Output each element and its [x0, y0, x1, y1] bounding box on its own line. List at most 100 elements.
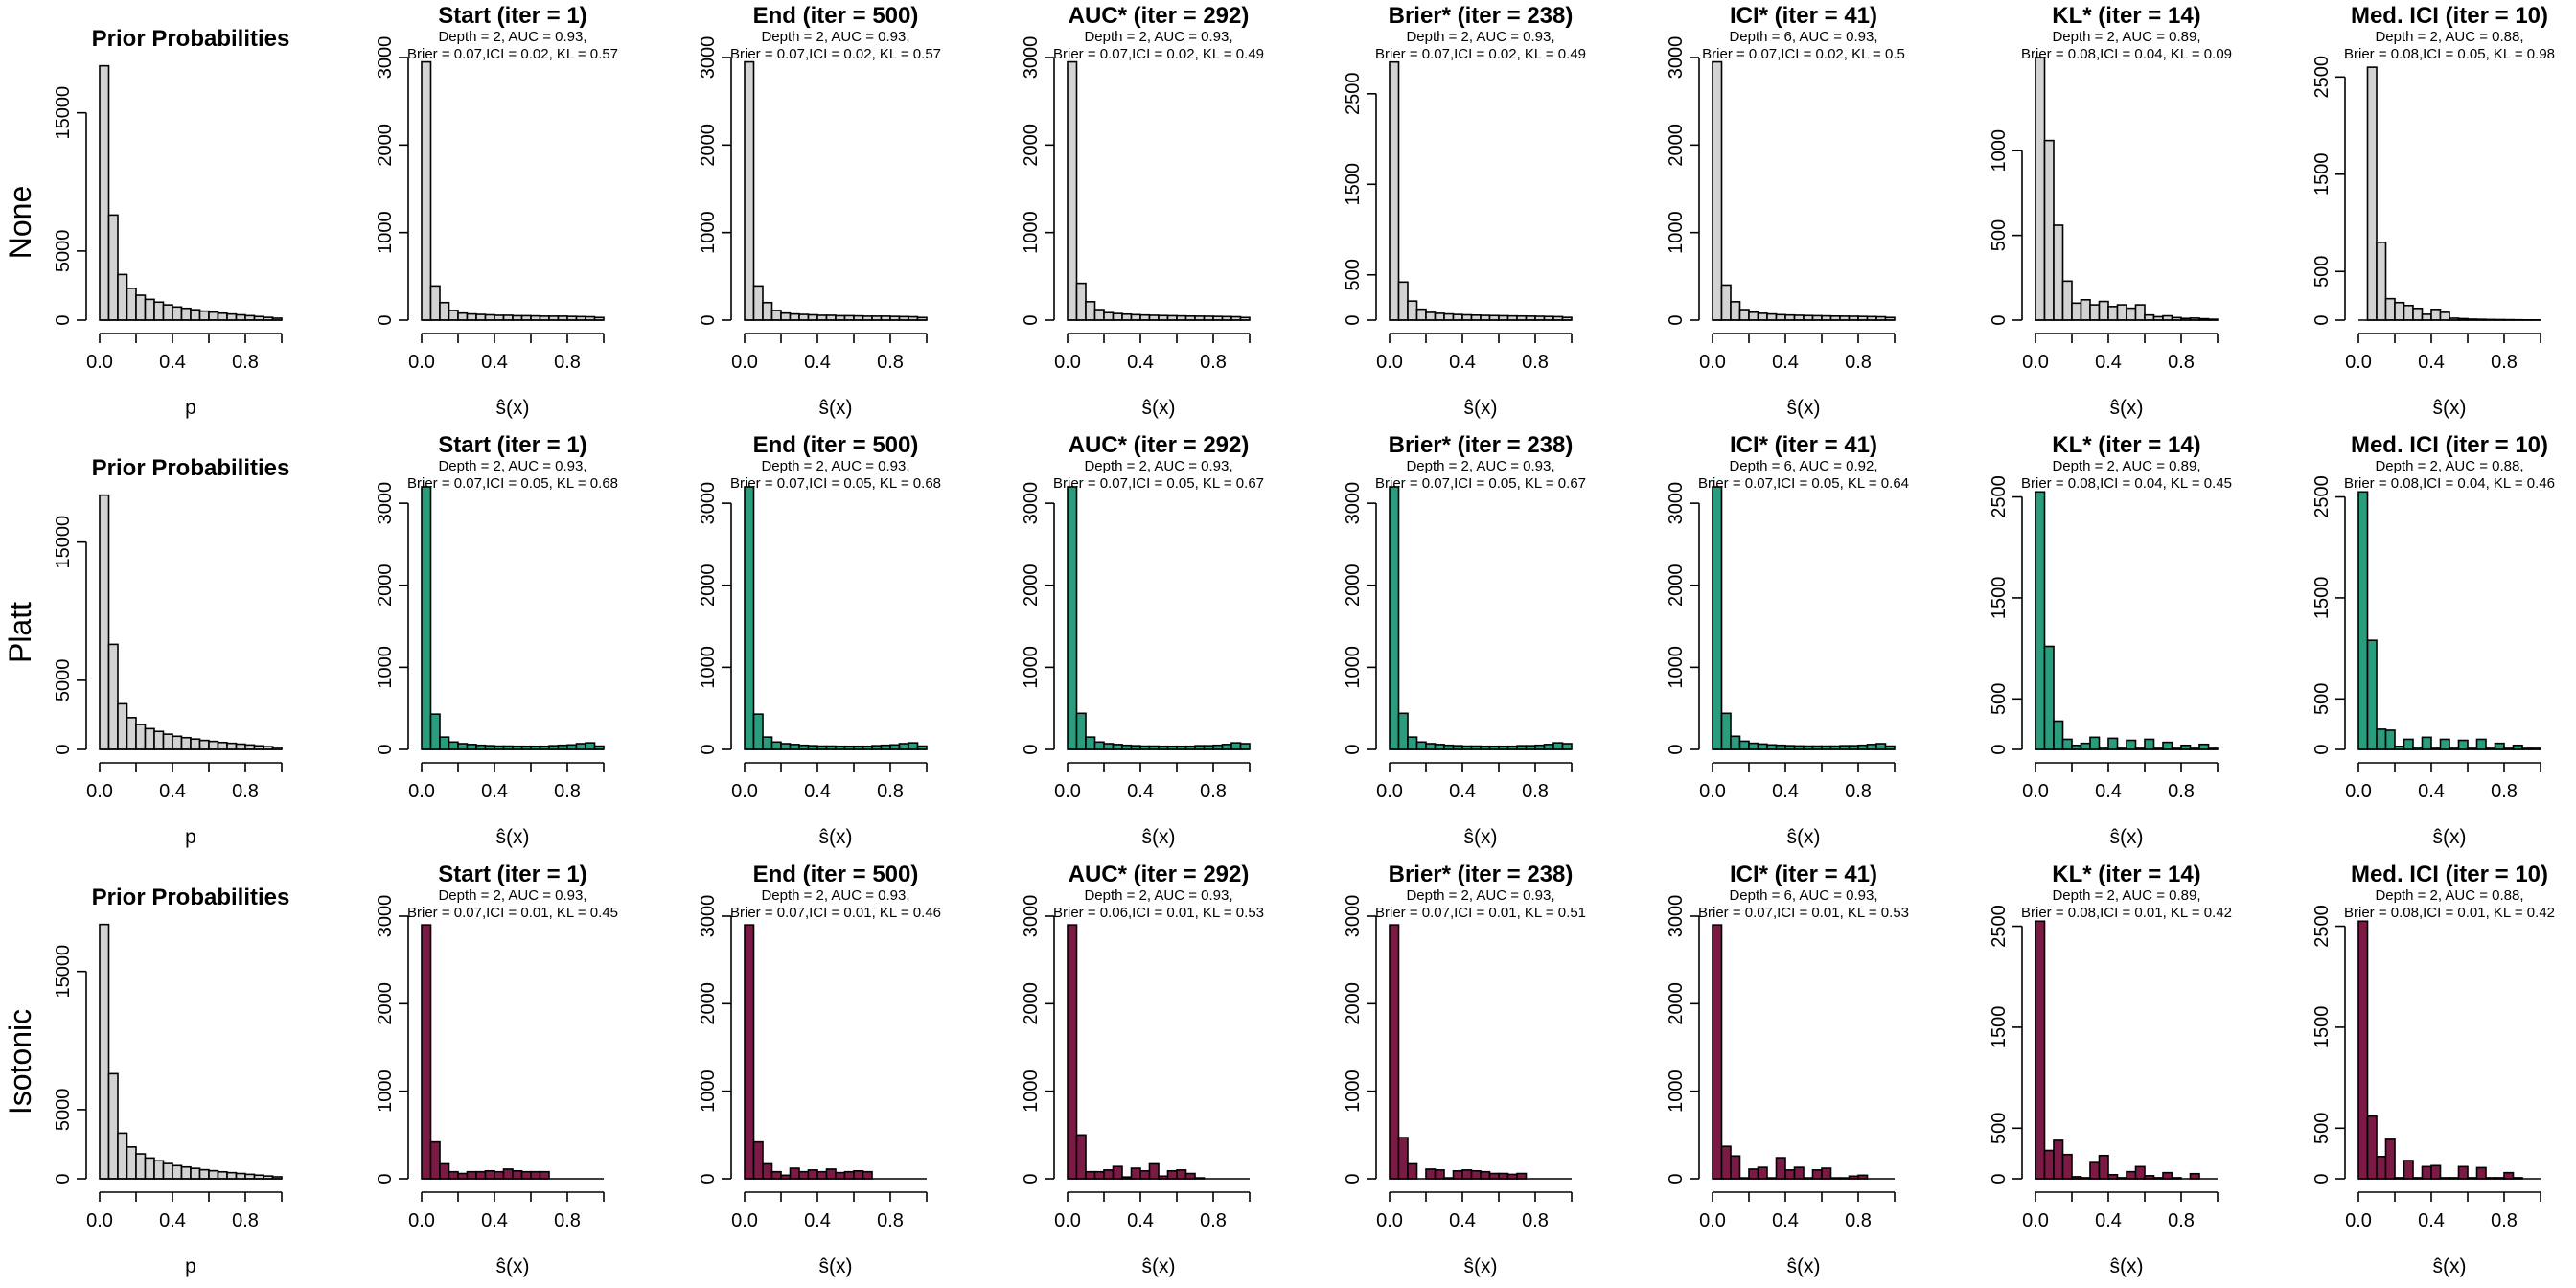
histogram-bar	[2061, 1153, 2073, 1180]
histogram-bar	[1730, 735, 1741, 750]
x-tick-label: 0.8	[1845, 352, 1872, 373]
x-axis-label: ŝ(x)	[1464, 1255, 1498, 1277]
x-tick-label: 0.4	[2418, 781, 2445, 802]
histogram-bar	[752, 285, 764, 321]
panel-subtitle: Brier = 0.07,ICI = 0.02, KL = 0.57	[730, 46, 941, 62]
panel-subtitle: Brier = 0.07,ICI = 0.05, KL = 0.64	[1698, 475, 1909, 492]
y-tick-label: 1500	[1989, 577, 2010, 620]
x-tick-label: 0.0	[1699, 1210, 1726, 1231]
x-tick-label: 0.4	[804, 1210, 831, 1231]
x-tick-label: 0.8	[2168, 1210, 2195, 1231]
histogram-bar	[457, 743, 469, 750]
histogram-bar	[99, 923, 110, 1180]
histogram-bar	[2358, 920, 2369, 1180]
histogram-bar	[2439, 738, 2450, 750]
panel-subtitle: Depth = 2, AUC = 0.93,	[761, 29, 909, 45]
histogram-bar	[226, 742, 238, 750]
y-tick-label: 2000	[375, 982, 396, 1025]
x-tick-label: 0.4	[1449, 352, 1476, 373]
y-tick-label: 0	[1989, 1173, 2010, 1184]
panel-subtitle: Brier = 0.08,ICI = 0.05, KL = 0.98	[2344, 46, 2555, 62]
histogram-bar	[1775, 313, 1786, 321]
histogram-bar	[117, 273, 128, 321]
x-tick-label: 0.0	[731, 1210, 758, 1231]
x-axis-label: p	[185, 1255, 196, 1277]
x-tick-label: 0.4	[2418, 352, 2445, 373]
panel-subtitle: Brier = 0.07,ICI = 0.02, KL = 0.49	[1375, 46, 1586, 62]
x-axis-label: ŝ(x)	[1464, 826, 1498, 848]
y-tick-label: 2500	[2312, 905, 2333, 948]
panel-subtitle: Brier = 0.08,ICI = 0.01, KL = 0.42	[2021, 905, 2232, 921]
x-tick-label: 0.0	[1054, 1210, 1081, 1231]
histogram-bar	[520, 1170, 532, 1180]
histogram-bar	[530, 1170, 541, 1180]
y-tick-label: 1000	[1021, 211, 1042, 254]
histogram-panel: KL* (iter = 14)Depth = 2, AUC = 0.89,Bri…	[1989, 432, 2232, 848]
y-tick-label: 500	[2312, 1113, 2333, 1144]
histogram-bar	[798, 313, 810, 321]
histogram-bar	[172, 1164, 183, 1180]
y-tick-label: 3000	[1343, 895, 1364, 938]
histogram-bar	[1425, 743, 1437, 750]
panel-title: AUC* (iter = 292)	[1069, 3, 1250, 29]
histogram-bar	[1085, 301, 1096, 321]
panel-title: KL* (iter = 14)	[2052, 432, 2200, 458]
y-tick-label: 2500	[1989, 475, 2010, 518]
y-tick-label: 0	[1343, 744, 1364, 754]
y-tick-label: 0	[1021, 744, 1042, 754]
x-tick-label: 0.0	[731, 781, 758, 802]
panel-subtitle: Depth = 2, AUC = 0.89,	[2052, 29, 2200, 45]
y-tick-label: 1000	[1343, 646, 1364, 689]
histogram-bar	[789, 1167, 800, 1180]
x-tick-label: 0.0	[86, 1210, 113, 1231]
histogram-bar	[1067, 486, 1078, 750]
histogram-bar	[475, 313, 487, 321]
histogram-bar	[1516, 1172, 1528, 1180]
histogram-bar	[2035, 491, 2046, 750]
histogram-bar	[2457, 739, 2469, 750]
panel-title: Brier* (iter = 238)	[1389, 3, 1574, 29]
histogram-bar	[1093, 1170, 1105, 1180]
histogram-bar	[2126, 1170, 2137, 1180]
histogram-bar	[180, 736, 192, 750]
histogram-bar	[835, 1171, 846, 1180]
histogram-panel: Prior Probabilities 0 5000 15000 0.0 0.4 0.8 p	[53, 26, 289, 419]
histogram-bar	[575, 743, 586, 750]
x-tick-label: 0.8	[877, 781, 904, 802]
x-tick-label: 0.4	[481, 352, 508, 373]
x-tick-label: 0.4	[1127, 781, 1154, 802]
y-tick-label: 3000	[375, 482, 396, 525]
histogram-panel: Med. ICI (iter = 10)Depth = 2, AUC = 0.8…	[2312, 432, 2555, 848]
x-tick-label: 0.8	[877, 1210, 904, 1231]
panel-subtitle: Brier = 0.08,ICI = 0.01, KL = 0.42	[2344, 905, 2555, 921]
histogram-bar	[172, 306, 183, 321]
histogram-bar	[2043, 139, 2055, 321]
y-tick-label: 0	[2312, 314, 2333, 325]
panel-subtitle: Depth = 2, AUC = 0.93,	[1406, 458, 1554, 474]
panel-title: ICI* (iter = 41)	[1730, 432, 1877, 458]
y-tick-label: 0	[1021, 314, 1042, 325]
y-tick-label: 0	[1666, 744, 1687, 754]
histogram-bar	[235, 1172, 246, 1180]
x-axis-label: ŝ(x)	[1787, 826, 1821, 848]
histogram-bar	[2475, 738, 2487, 750]
y-tick-label: 2500	[1343, 73, 1364, 116]
histogram-bar	[1730, 1155, 1741, 1180]
x-tick-label: 0.4	[1772, 352, 1799, 373]
x-tick-label: 0.4	[159, 352, 186, 373]
histogram-panel: Start (iter = 1)Depth = 2, AUC = 0.93,Br…	[375, 432, 618, 848]
histogram-bar	[107, 1072, 119, 1180]
panel-subtitle: Brier = 0.07,ICI = 0.02, KL = 0.57	[407, 46, 618, 62]
histogram-panel: Prior Probabilities 0 5000 15000 0.0 0.4 0.8 p	[53, 885, 289, 1277]
panel-title: AUC* (iter = 292)	[1069, 862, 1250, 887]
x-tick-label: 0.0	[1699, 781, 1726, 802]
x-tick-label: 0.4	[2095, 781, 2122, 802]
panel-subtitle: Depth = 6, AUC = 0.92,	[1729, 458, 1877, 474]
x-axis-label: ŝ(x)	[2433, 826, 2467, 848]
histogram-bar	[135, 1153, 147, 1180]
histogram-panel: ICI* (iter = 41)Depth = 6, AUC = 0.93,Br…	[1666, 3, 1905, 419]
x-tick-label: 0.0	[1376, 781, 1403, 802]
histogram-bar	[421, 924, 432, 1180]
y-tick-label: 15000	[53, 516, 74, 569]
histogram-bar	[2403, 304, 2414, 321]
